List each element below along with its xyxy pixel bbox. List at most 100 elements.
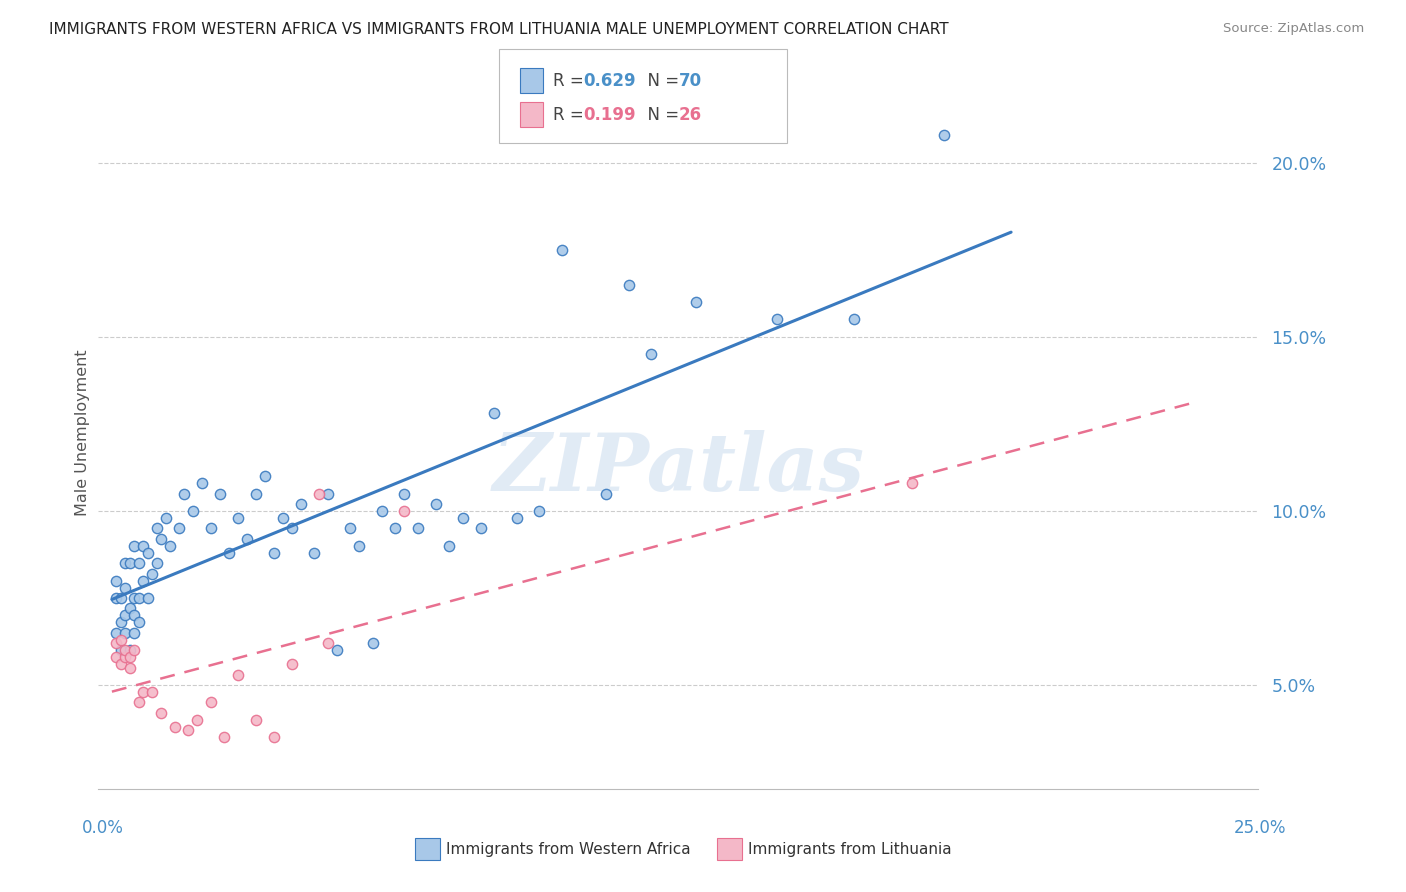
Point <box>263 546 285 560</box>
Text: 25.0%: 25.0% <box>1233 819 1286 837</box>
Point <box>105 574 128 588</box>
Point <box>200 695 222 709</box>
Point <box>163 720 186 734</box>
Point <box>208 486 231 500</box>
Point <box>226 511 249 525</box>
Point <box>132 685 155 699</box>
Point <box>181 504 204 518</box>
Point <box>132 539 155 553</box>
Point <box>550 243 572 257</box>
Point <box>281 521 304 535</box>
Point <box>766 312 789 326</box>
Point <box>105 625 128 640</box>
Point <box>685 295 707 310</box>
Point <box>155 511 177 525</box>
Point <box>236 532 259 546</box>
Text: 26: 26 <box>679 105 702 123</box>
Point <box>146 556 169 570</box>
Text: 0.629: 0.629 <box>583 71 636 89</box>
Text: R =: R = <box>553 105 589 123</box>
Point <box>105 636 128 650</box>
Point <box>392 504 415 518</box>
Point <box>245 486 267 500</box>
Point <box>124 625 146 640</box>
Point <box>339 521 361 535</box>
Point <box>505 511 527 525</box>
Point <box>177 723 200 738</box>
Text: IMMIGRANTS FROM WESTERN AFRICA VS IMMIGRANTS FROM LITHUANIA MALE UNEMPLOYMENT CO: IMMIGRANTS FROM WESTERN AFRICA VS IMMIGR… <box>49 22 949 37</box>
Point <box>595 486 617 500</box>
Point <box>186 713 208 727</box>
Point <box>110 643 132 657</box>
Point <box>263 730 285 744</box>
Point <box>141 566 163 581</box>
Point <box>136 591 159 605</box>
Point <box>110 632 132 647</box>
Point <box>425 497 447 511</box>
Point <box>218 546 240 560</box>
Point <box>124 643 146 657</box>
Text: 70: 70 <box>679 71 702 89</box>
Point <box>470 521 492 535</box>
Point <box>281 657 304 672</box>
Point <box>141 685 163 699</box>
Point <box>361 636 384 650</box>
Point <box>271 511 294 525</box>
Point <box>150 706 173 720</box>
Point <box>118 660 141 674</box>
Point <box>308 486 330 500</box>
Point <box>132 574 155 588</box>
Point <box>150 532 173 546</box>
Point <box>437 539 460 553</box>
Point <box>128 591 150 605</box>
Point <box>253 469 276 483</box>
Point <box>124 539 146 553</box>
Point <box>290 497 312 511</box>
Point <box>110 591 132 605</box>
Point <box>406 521 429 535</box>
Point <box>105 591 128 605</box>
Point <box>118 650 141 665</box>
Point <box>226 667 249 681</box>
Point <box>482 407 505 421</box>
Point <box>347 539 370 553</box>
Text: R =: R = <box>553 71 589 89</box>
Point <box>118 556 141 570</box>
Y-axis label: Male Unemployment: Male Unemployment <box>75 350 90 516</box>
Point <box>118 601 141 615</box>
Point <box>110 615 132 630</box>
Point <box>932 128 955 142</box>
Point <box>105 650 128 665</box>
Point <box>842 312 865 326</box>
Point <box>384 521 406 535</box>
Point <box>124 591 146 605</box>
Text: Source: ZipAtlas.com: Source: ZipAtlas.com <box>1223 22 1364 36</box>
Text: 0.199: 0.199 <box>583 105 636 123</box>
Point <box>245 713 267 727</box>
Point <box>114 608 136 623</box>
Point <box>114 625 136 640</box>
Text: N =: N = <box>637 105 685 123</box>
Text: 0.0%: 0.0% <box>82 819 124 837</box>
Point <box>110 657 132 672</box>
Point <box>370 504 392 518</box>
Point <box>136 546 159 560</box>
Point <box>214 730 236 744</box>
Point <box>114 556 136 570</box>
Text: Immigrants from Western Africa: Immigrants from Western Africa <box>446 842 690 856</box>
Point <box>146 521 169 535</box>
Point <box>114 643 136 657</box>
Point <box>128 556 150 570</box>
Point <box>901 476 924 491</box>
Point <box>124 608 146 623</box>
Point <box>617 277 640 292</box>
Point <box>191 476 214 491</box>
Point <box>316 486 339 500</box>
Point <box>392 486 415 500</box>
Point <box>114 581 136 595</box>
Point <box>118 643 141 657</box>
Point <box>173 486 195 500</box>
Point <box>128 695 150 709</box>
Point <box>451 511 474 525</box>
Text: N =: N = <box>637 71 685 89</box>
